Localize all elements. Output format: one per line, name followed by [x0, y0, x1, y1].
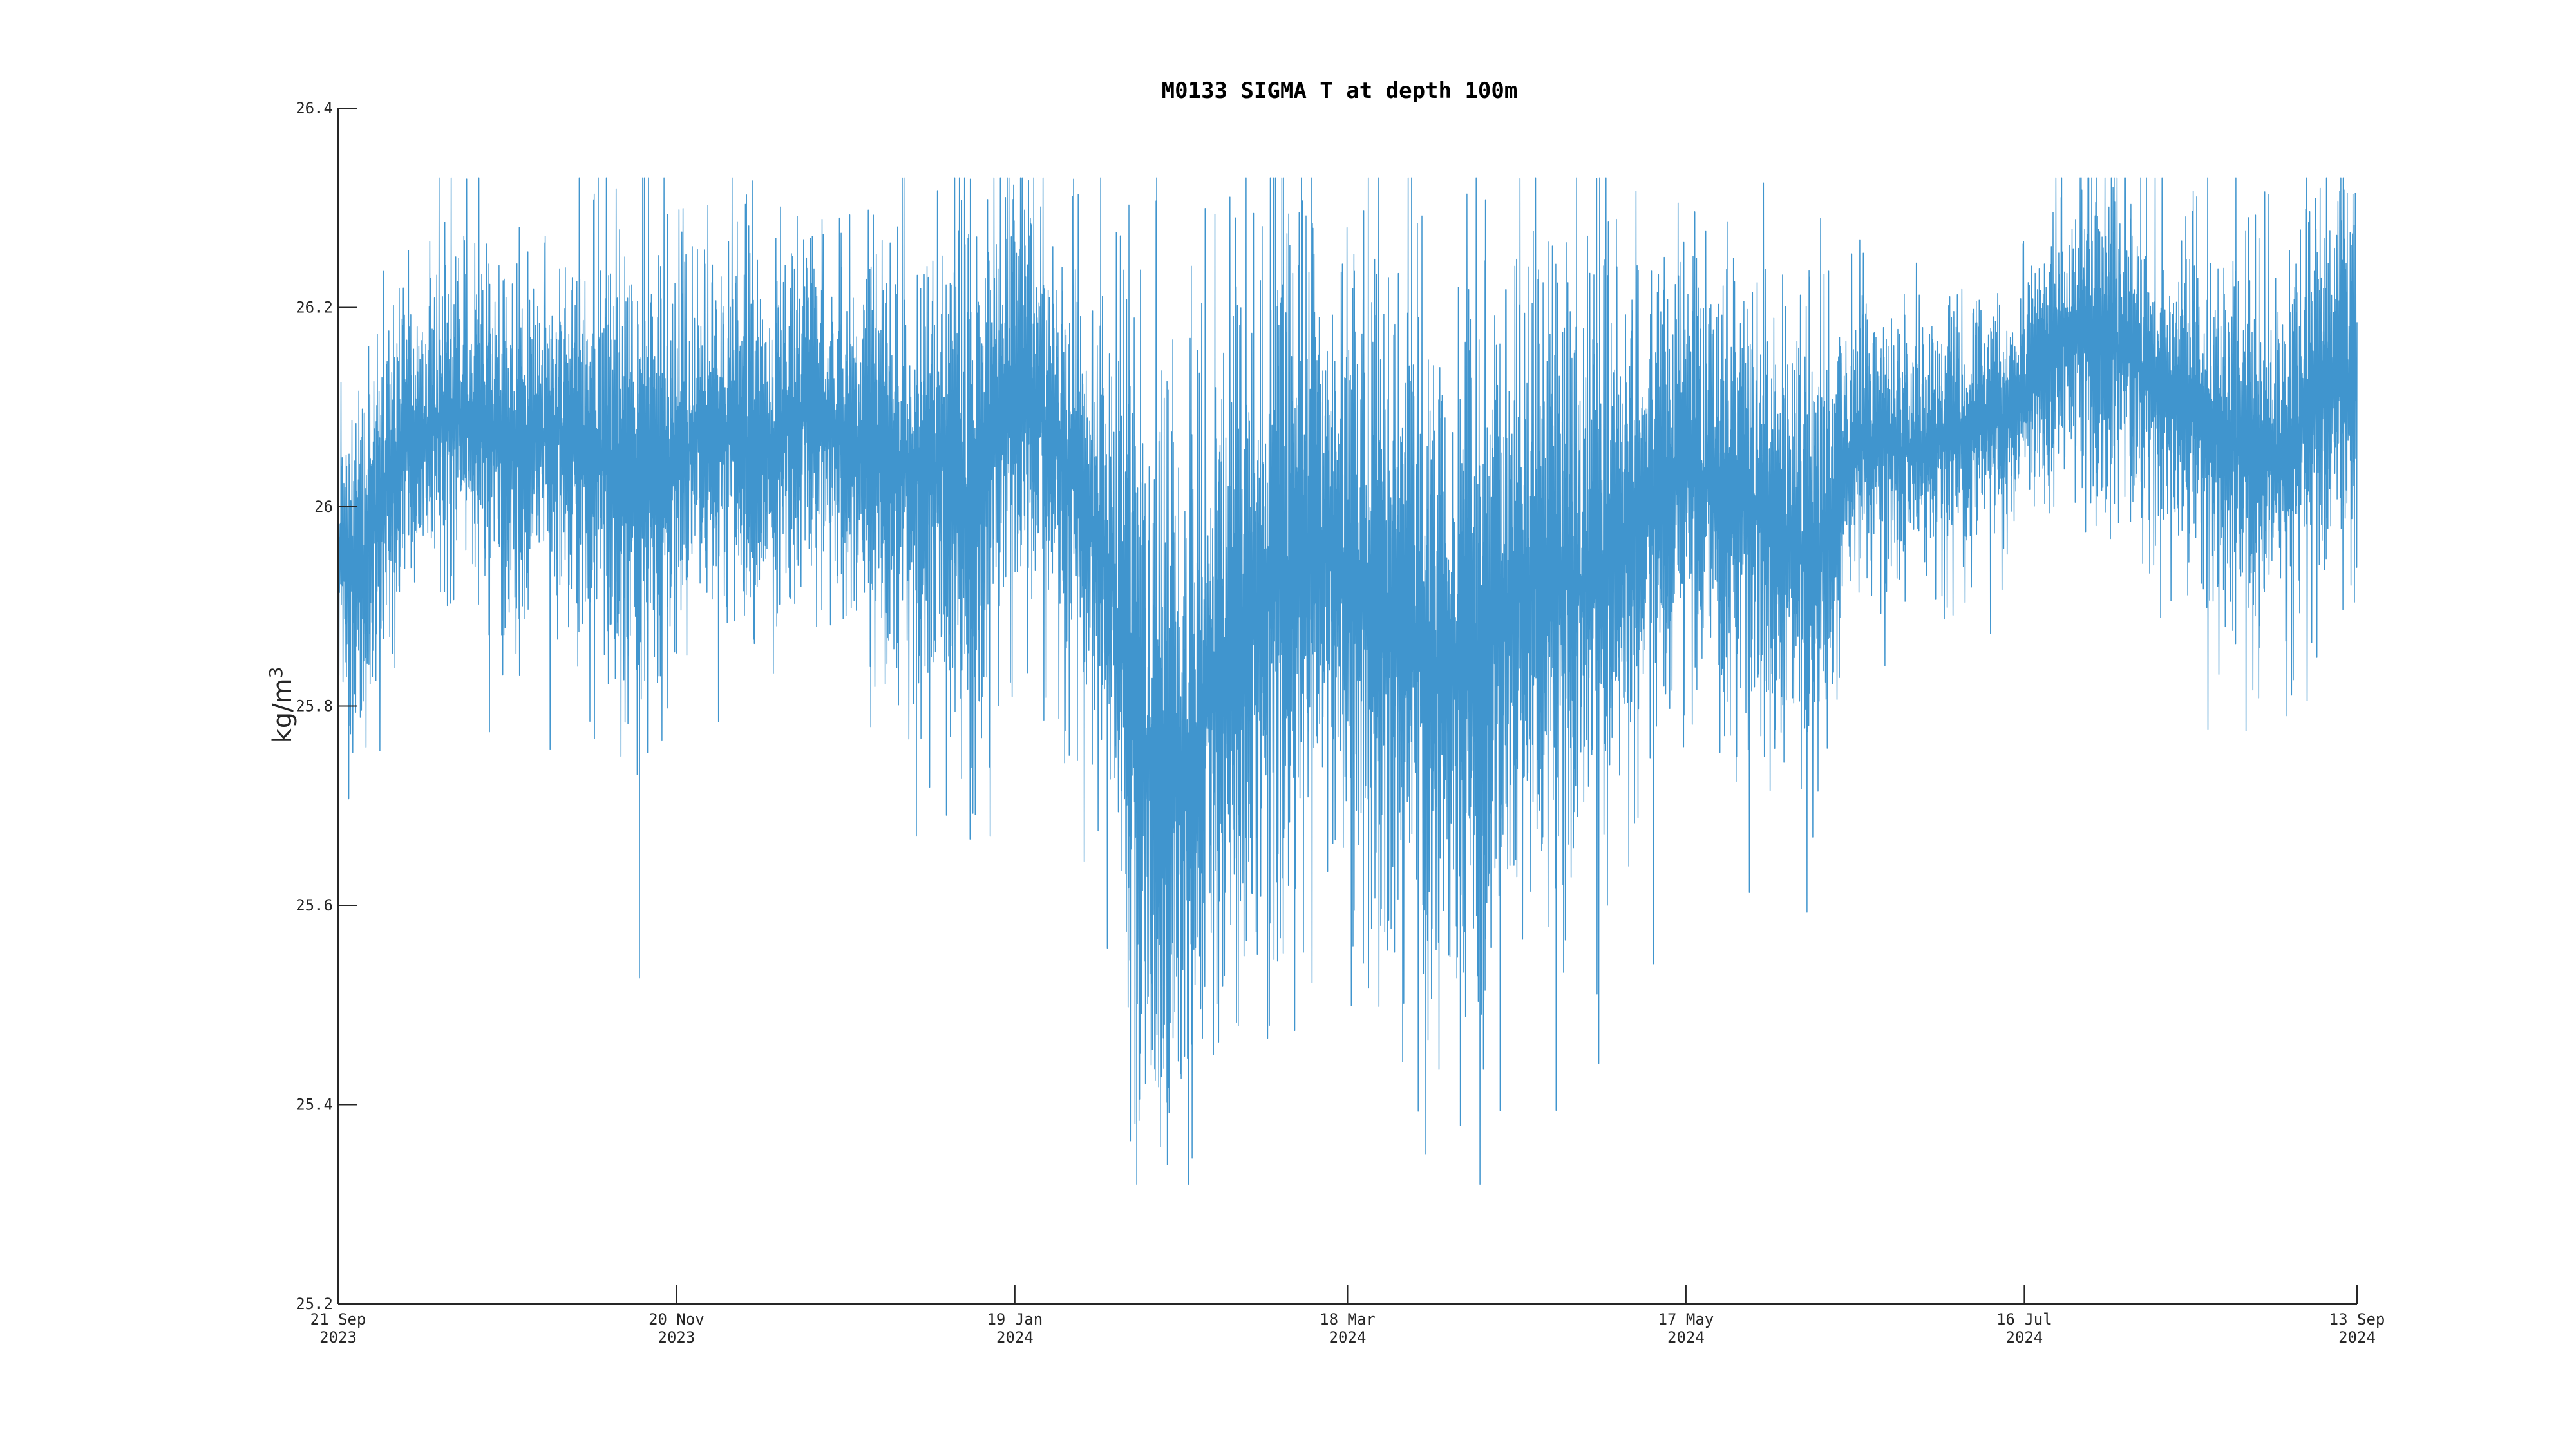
y-tick-label: 26.2: [296, 299, 333, 317]
axes-layer: [337, 108, 2358, 1305]
sigma-t-series-line: [337, 177, 2358, 1185]
x-tick-label-year: 2024: [1667, 1328, 1705, 1346]
y-tick-labels: 25.2 25.4 25.6 25.8 26 26.2 26.4: [296, 99, 333, 1313]
y-axis-label-unit: kg/m: [268, 678, 298, 743]
chart-title: M0133 SIGMA T at depth 100m: [1162, 78, 1518, 104]
y-tick-label: 26.4: [296, 99, 333, 117]
series-layer: [337, 177, 2358, 1185]
y-tick-label: 25.4: [296, 1096, 333, 1114]
x-tick-label-date: 19 Jan: [987, 1310, 1043, 1328]
y-tick-label: 25.2: [296, 1295, 333, 1313]
x-tick-label-year: 2024: [1329, 1328, 1367, 1346]
y-tick-label: 25.6: [296, 896, 333, 914]
x-tick-label-year: 2024: [996, 1328, 1034, 1346]
y-axis-label-superscript: 3: [265, 667, 287, 679]
x-tick-label-year: 2023: [319, 1328, 357, 1346]
x-tick-label-date: 17 May: [1658, 1310, 1714, 1328]
y-axis-label: kg/m3: [265, 667, 298, 744]
y-tick-label: 25.8: [296, 697, 333, 715]
x-tick-label-date: 13 Sep: [2329, 1310, 2385, 1328]
x-tick-label-year: 2024: [2005, 1328, 2043, 1346]
x-tick-label-date: 21 Sep: [310, 1310, 366, 1328]
x-tick-label-date: 18 Mar: [1320, 1310, 1376, 1328]
y-tick-label: 26: [314, 498, 333, 516]
x-tick-label-year: 2023: [658, 1328, 696, 1346]
x-tick-label-date: 16 Jul: [1996, 1310, 2052, 1328]
x-tick-label-year: 2024: [2338, 1328, 2376, 1346]
x-tick-label-date: 20 Nov: [649, 1310, 705, 1328]
